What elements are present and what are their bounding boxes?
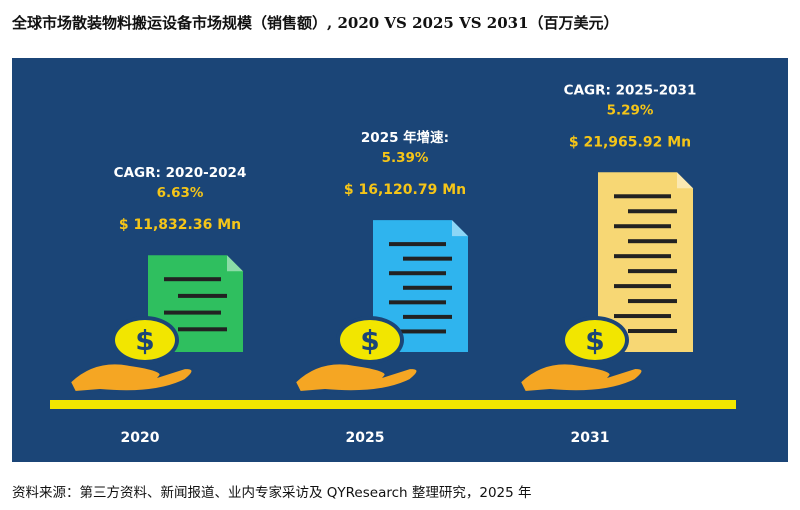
document-line: [164, 277, 221, 282]
document-line: [178, 327, 227, 332]
document-line: [403, 285, 452, 290]
hand-icon: [518, 362, 644, 394]
document-fold: [227, 255, 243, 272]
year-label: 2025: [346, 430, 385, 446]
source-note: 资料来源：第三方资料、新闻报道、业内专家采访及 QYResearch 整理研究，…: [12, 485, 532, 501]
bar-group-2025: [293, 220, 468, 394]
coin-dollar-icon: [115, 320, 175, 360]
hand-icon: [293, 362, 419, 394]
document-line: [403, 314, 452, 319]
document-line: [628, 209, 677, 214]
annotation-value: 5.29%: [607, 102, 654, 118]
document-line: [178, 293, 227, 298]
dollar-sign: $: [360, 324, 379, 357]
value-label: $ 16,120.79 Mn: [344, 182, 466, 198]
document-line: [389, 242, 446, 247]
coin-dollar-icon: [340, 320, 400, 360]
value-label: $ 21,965.92 Mn: [569, 134, 691, 150]
document-line: [628, 269, 677, 274]
year-label: 2031: [571, 430, 610, 446]
year-label: 2020: [121, 430, 160, 446]
document-line: [628, 239, 677, 244]
value-label: $ 11,832.36 Mn: [119, 217, 241, 233]
document-line: [403, 256, 452, 261]
annotation-value: 5.39%: [382, 150, 429, 166]
document-line: [389, 329, 446, 334]
document-line: [164, 310, 221, 315]
dollar-sign: $: [135, 324, 154, 357]
document-icon: [598, 172, 693, 352]
dollar-sign: $: [585, 324, 604, 357]
document-line: [614, 314, 671, 319]
annotation-value: 6.63%: [157, 185, 204, 201]
document-line: [614, 194, 671, 199]
coin-dollar-icon: [565, 320, 625, 360]
bar-group-2020: [68, 255, 243, 394]
document-fold: [677, 172, 693, 189]
bar-group-2031: [518, 172, 693, 394]
document-fold: [452, 220, 468, 237]
document-line: [628, 299, 677, 304]
document-line: [389, 271, 446, 276]
baseline: [50, 400, 736, 409]
document-line: [614, 224, 671, 229]
document-line: [614, 284, 671, 289]
hand-icon: [68, 362, 194, 394]
document-line: [614, 254, 671, 259]
annotation-label: CAGR: 2020-2024: [114, 165, 247, 181]
annotation-label: 2025 年增速:: [361, 129, 449, 146]
annotation-label: CAGR: 2025-2031: [564, 82, 697, 98]
document-line: [389, 300, 446, 305]
page-title: 全球市场散装物料搬运设备市场规模（销售额）, 2020 VS 2025 VS 2…: [12, 14, 619, 32]
document-line: [628, 329, 677, 334]
